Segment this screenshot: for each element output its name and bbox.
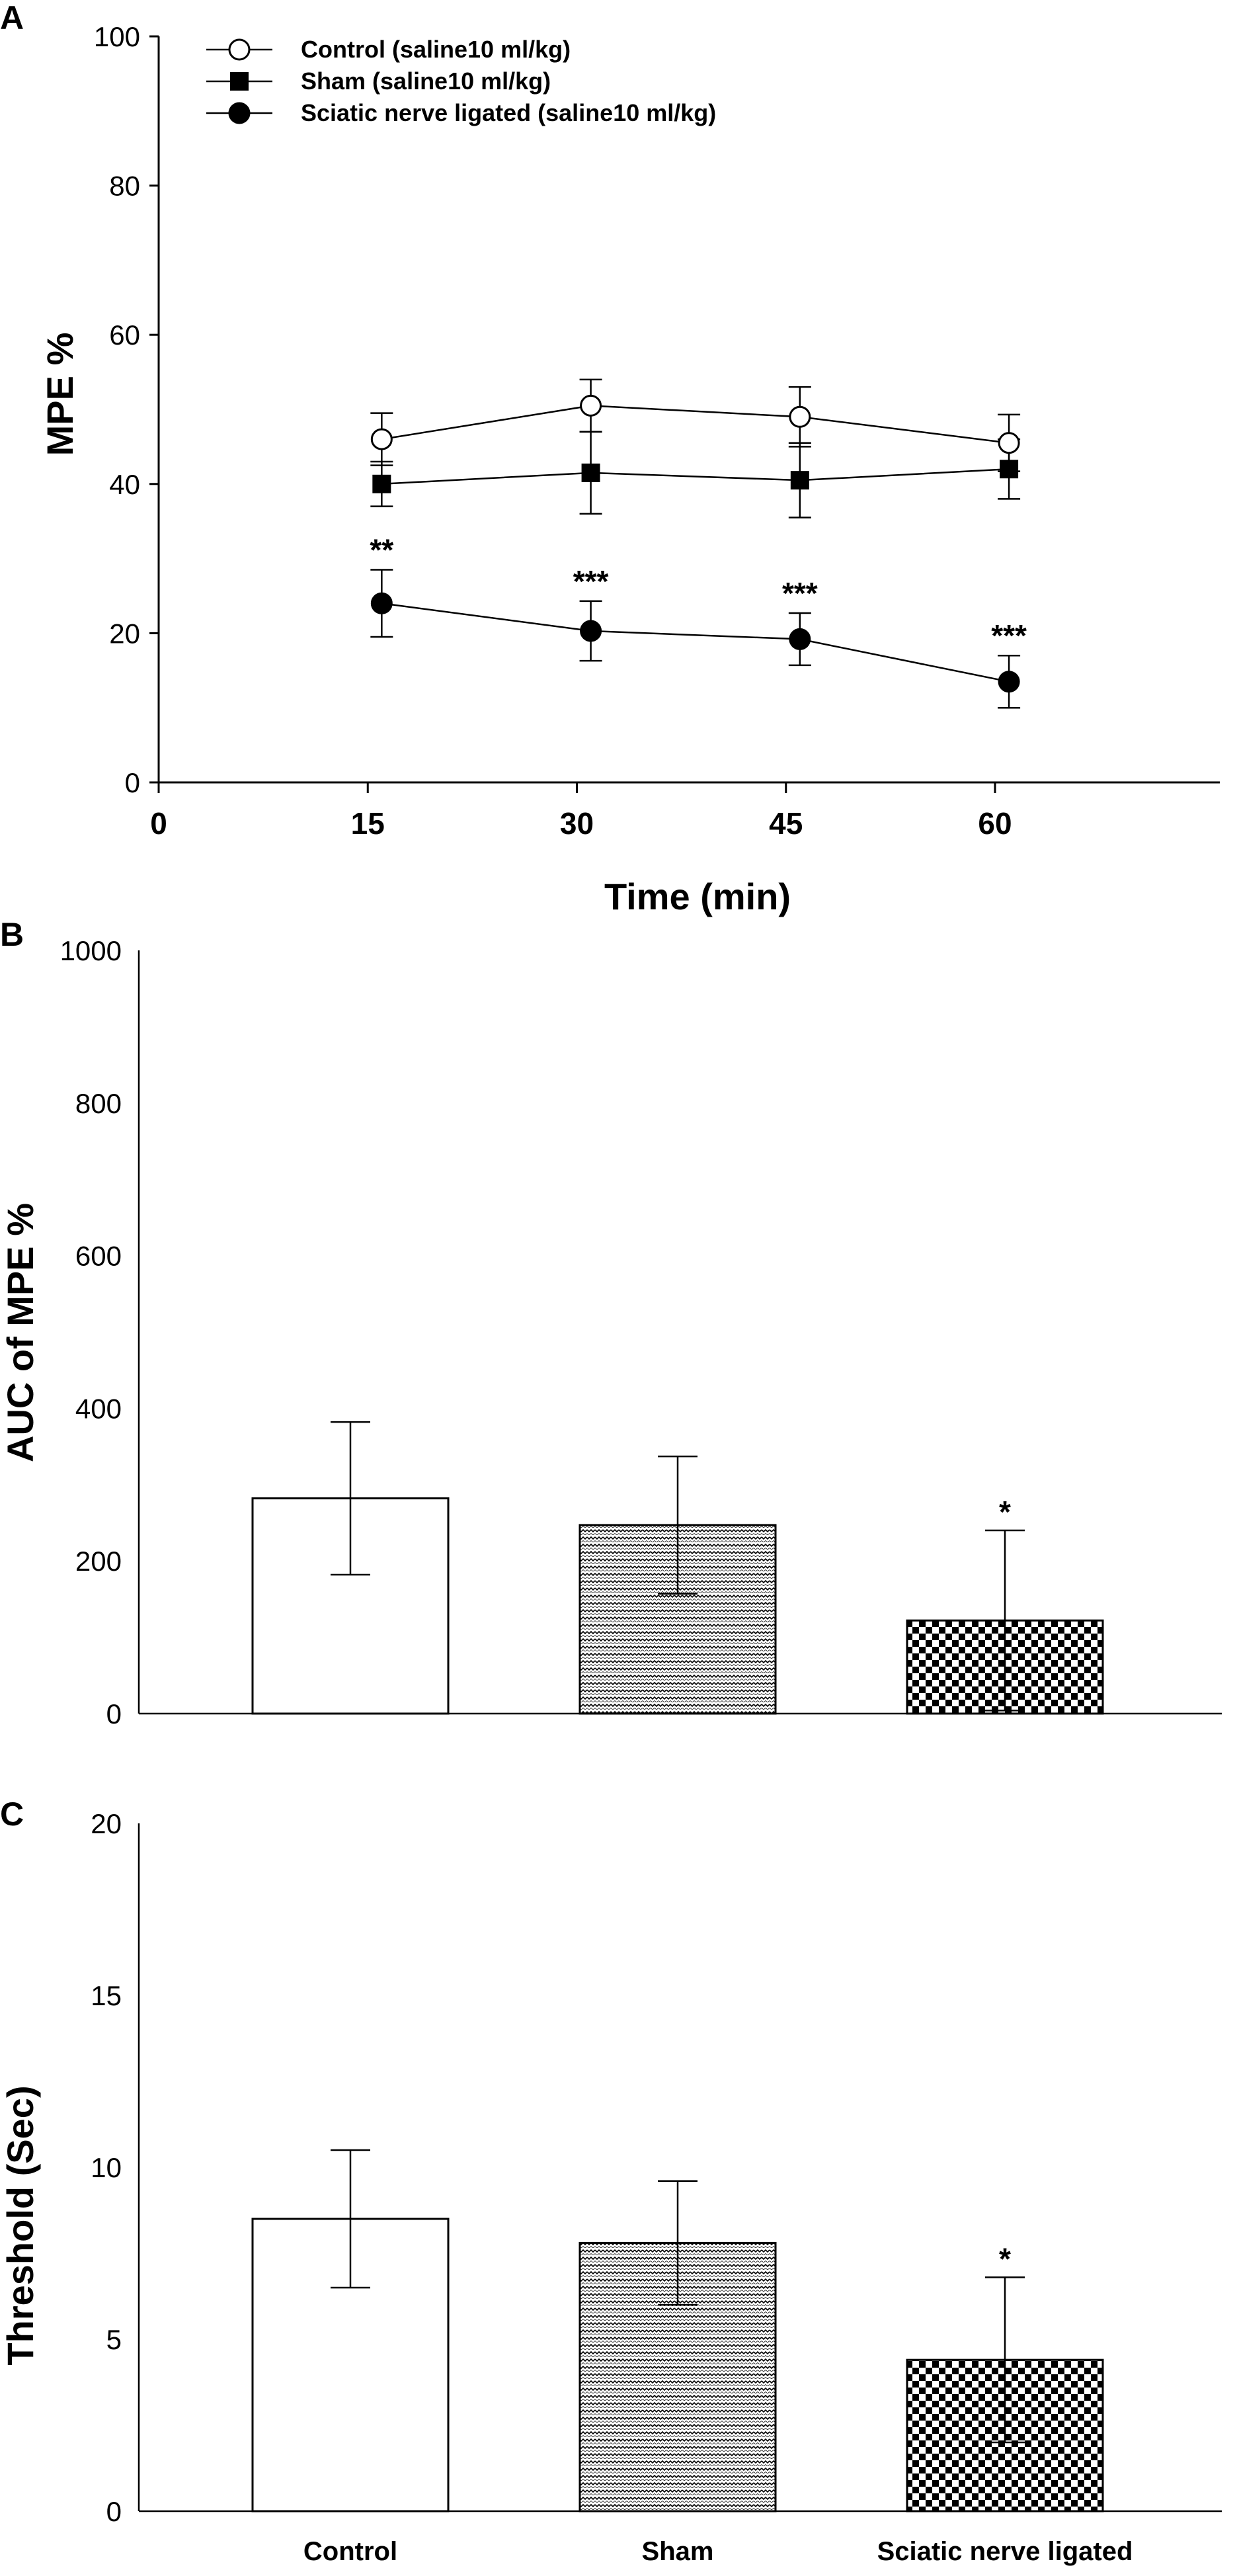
series-line-3 (381, 602, 1010, 683)
significance-marker: *** (573, 564, 609, 599)
legend-marker (228, 102, 251, 124)
category-label: Control (303, 2537, 397, 2566)
panel-label-c: C (0, 1796, 24, 1833)
y-tick-label-b: 600 (75, 1241, 122, 1272)
y-tick-label-a: 20 (109, 618, 140, 649)
legend-marker (230, 72, 249, 91)
y-tick-label-b: 0 (106, 1698, 122, 1729)
significance-marker: ** (370, 533, 393, 567)
series-line-1 (381, 405, 1010, 444)
y-axis-title-c: Threshold (Sec) (0, 2085, 41, 2365)
data-point-s1 (789, 405, 811, 428)
x-tick-label-a: 45 (769, 806, 803, 841)
bar-chart-panel-c: Threshold (Sec) 0 5 10 15 20 * Control Sham Sc… (0, 1808, 1222, 2566)
y-tick-label-a: 0 (125, 767, 140, 798)
y-axis-title-a: MPE % (39, 333, 81, 456)
y-tick-label-c: 5 (106, 2324, 122, 2355)
significance-marker: * (999, 1495, 1011, 1529)
y-tick-label-b: 800 (75, 1088, 122, 1119)
y-tick-label-c: 0 (106, 2496, 122, 2527)
y-tick-label-a: 100 (94, 21, 140, 52)
y-tick-label-c: 10 (91, 2152, 122, 2183)
bar-chart-panel-b: AUC of MPE % 0 200 400 600 800 1000 * (0, 935, 1222, 1729)
y-tick-label-a: 60 (109, 319, 140, 351)
y-tick-label-a: 80 (109, 171, 140, 202)
x-tick-label-a: 60 (978, 806, 1012, 841)
data-point-s2 (372, 474, 391, 493)
series-line-2 (381, 468, 1010, 485)
data-point-s3 (370, 592, 393, 614)
data-point-s1 (580, 394, 602, 417)
data-point-s2 (1000, 460, 1019, 479)
significance-marker: * (999, 2241, 1011, 2276)
legend-label: Sham (saline10 ml/kg) (301, 67, 551, 95)
y-tick-label-a: 40 (109, 469, 140, 500)
data-point-s2 (790, 471, 809, 490)
significance-marker: *** (991, 618, 1027, 653)
data-point-s3 (998, 671, 1020, 693)
x-tick-label-a: 15 (351, 806, 385, 841)
y-tick-label-b: 1000 (60, 935, 122, 966)
line-chart-panel-a: MPE % Time (min) 0 20 40 60 80 100 0 15 30 45 60 *… (39, 21, 1220, 917)
y-tick-label-c: 20 (91, 1808, 122, 1839)
data-point-s1 (370, 428, 393, 450)
legend-label: Control (saline10 ml/kg) (301, 36, 571, 63)
data-point-s1 (998, 432, 1020, 454)
y-tick-label-c: 15 (91, 1980, 122, 2011)
x-tick-label-a: 30 (560, 806, 594, 841)
category-label: Sham (642, 2537, 714, 2566)
panel-label-b: B (0, 916, 24, 953)
data-point-s3 (789, 628, 811, 650)
panel-label-a: A (0, 0, 24, 36)
legend-a: Control (saline10 ml/kg) Sham (saline10 m… (206, 36, 716, 126)
legend-marker (228, 38, 251, 61)
x-axis-title-a: Time (min) (604, 876, 791, 917)
x-tick-label-a: 0 (150, 806, 167, 841)
y-tick-label-b: 400 (75, 1393, 122, 1424)
legend-label: Sciatic nerve ligated (saline10 ml/kg) (301, 99, 716, 126)
y-axis-title-b: AUC of MPE % (0, 1203, 41, 1462)
y-tick-label-b: 200 (75, 1546, 122, 1577)
category-label: Sciatic nerve ligated (877, 2537, 1133, 2566)
data-point-s2 (581, 463, 600, 482)
data-point-s3 (580, 620, 602, 642)
significance-marker: *** (782, 576, 818, 610)
